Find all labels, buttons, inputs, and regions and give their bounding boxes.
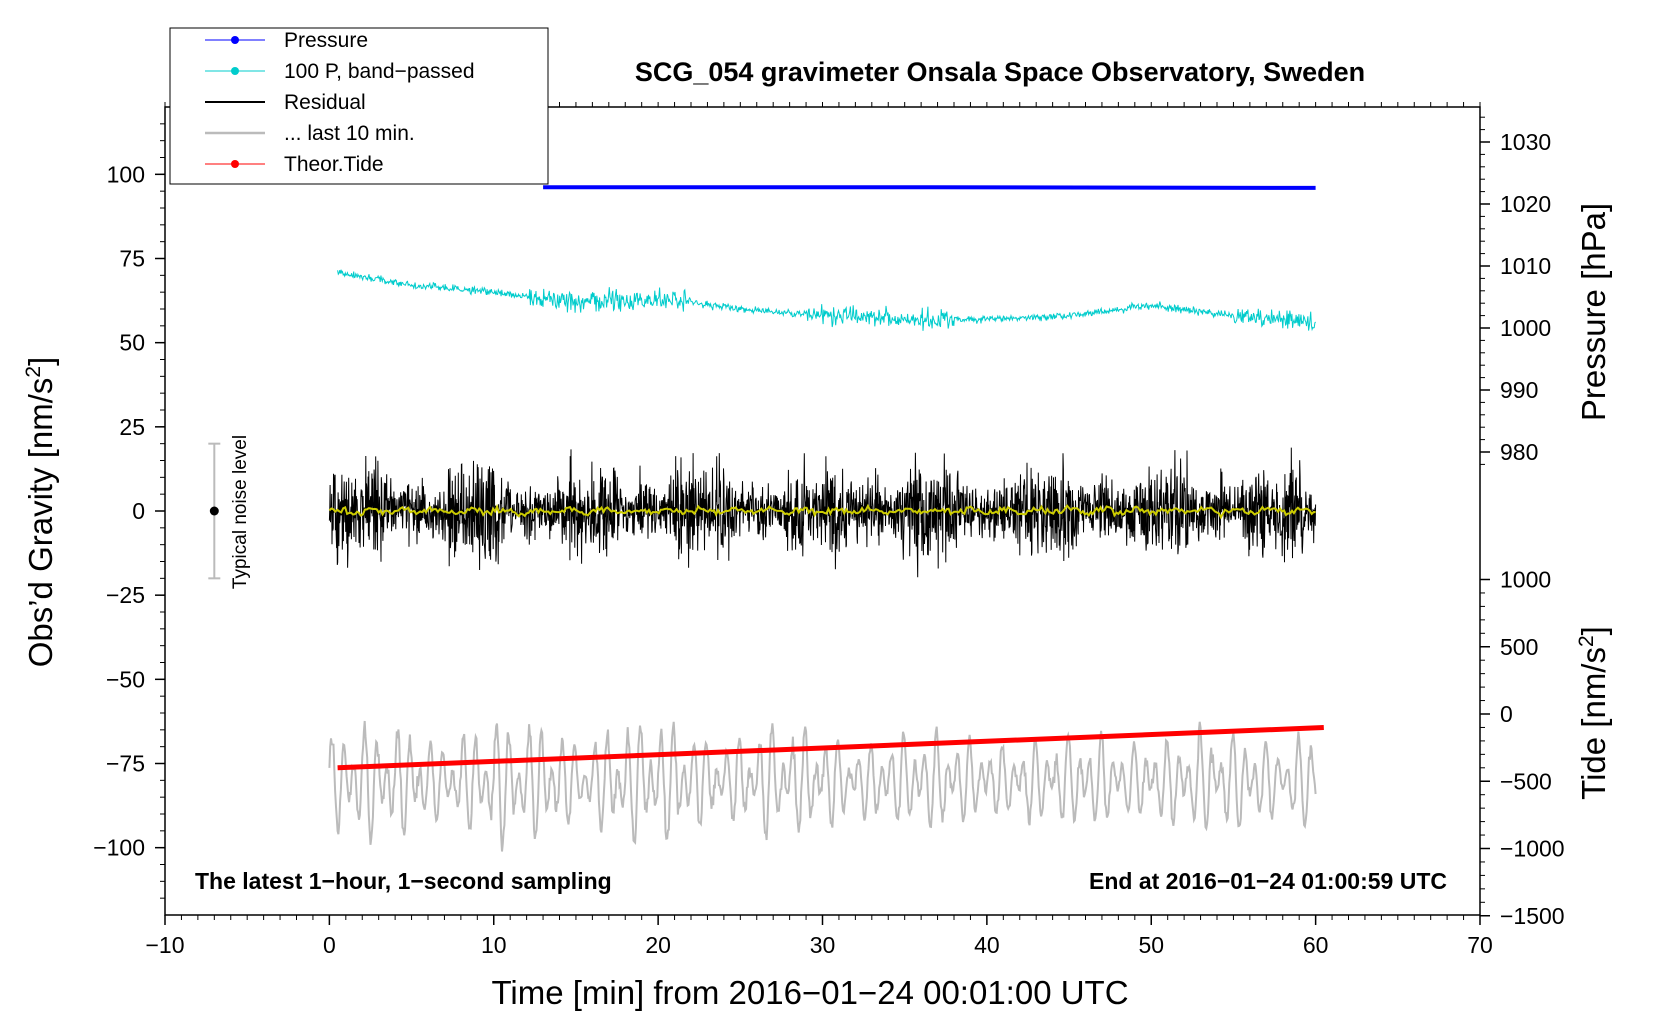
y-tide-tick-label-4: −1000 — [1500, 836, 1565, 862]
noise-center-dot — [209, 506, 219, 516]
y-left-tick-label-0: 100 — [107, 161, 145, 187]
y-axis-title-tide-text: Tide [nm/s — [1575, 647, 1612, 800]
series-pressure-line — [543, 185, 1316, 190]
y-axis-title-tide-close: ] — [1575, 626, 1612, 635]
y-axis-title-left: Obs’d Gravity [nm/s2] — [22, 357, 59, 668]
series-layer — [328, 185, 1324, 852]
x-tick-label-5: 40 — [974, 932, 1000, 958]
y-left-tick-label-4: 0 — [132, 498, 145, 524]
legend: Pressure 100 P, band−passed Residual ... la… — [169, 27, 549, 185]
y-tide-tick-label-5: −1500 — [1500, 903, 1565, 929]
y-left-tick-label-7: −75 — [106, 751, 145, 777]
legend-label-4: Theor.Tide — [284, 153, 384, 176]
legend-label-1: 100 P, band−passed — [284, 60, 475, 83]
noise-level-label: Typical noise level — [230, 435, 251, 589]
y-tide-tick-label-2: 0 — [1500, 701, 1513, 727]
x-tick-label-7: 60 — [1303, 932, 1329, 958]
y-pressure-tick-label-0: 1030 — [1500, 129, 1551, 155]
series-residual-smoothed-line — [328, 503, 1316, 520]
series-last-10-min-line — [328, 720, 1317, 852]
y-left-tick-label-2: 50 — [119, 330, 145, 356]
chart-title: SCG_054 gravimeter Onsala Space Observat… — [635, 57, 1365, 87]
y-left-tick-label-6: −50 — [106, 666, 145, 692]
x-tick-label-1: 0 — [323, 932, 336, 958]
x-tick-label-0: −10 — [145, 932, 184, 958]
legend-label-0: Pressure — [284, 29, 368, 52]
series-residual-line — [328, 447, 1317, 578]
y-left-tick-label-1: 75 — [119, 246, 145, 272]
x-axis-title: Time [min] from 2016−01−24 00:01:00 UTC — [491, 974, 1128, 1011]
series-theor-tide-line — [337, 725, 1324, 771]
x-tick-label-4: 30 — [810, 932, 836, 958]
y-left-tick-label-5: −25 — [106, 582, 145, 608]
annotation-end-time: End at 2016−01−24 01:00:59 UTC — [1089, 868, 1447, 894]
y-pressure-tick-label-4: 990 — [1500, 377, 1538, 403]
y-left-tick-label-8: −100 — [93, 835, 145, 861]
x-tick-label-2: 10 — [481, 932, 507, 958]
y-tide-tick-label-3: −500 — [1500, 768, 1552, 794]
legend-marker-4 — [231, 160, 239, 168]
x-tick-label-6: 50 — [1138, 932, 1164, 958]
y-axis-title-tide: Tide [nm/s2] — [1575, 626, 1612, 800]
x-tick-label-8: 70 — [1467, 932, 1493, 958]
axes-layer: −10 0 10 20 30 40 50 60 701007550250−25−50−75−10… — [93, 102, 1565, 958]
legend-marker-1 — [231, 67, 239, 75]
y-axis-title-tide-sup: 2 — [1575, 635, 1598, 647]
x-tick-label-3: 20 — [645, 932, 671, 958]
annotation-sampling: The latest 1−hour, 1−second sampling — [195, 868, 612, 894]
y-pressure-tick-label-2: 1010 — [1500, 253, 1551, 279]
y-axis-title-pressure: Pressure [hPa] — [1575, 203, 1612, 421]
y-axis-title-left-close: ] — [22, 357, 59, 366]
y-axis-title-left-text: Obs’d Gravity [nm/s — [22, 378, 59, 668]
y-pressure-tick-label-5: 980 — [1500, 439, 1538, 465]
legend-marker-0 — [231, 36, 239, 44]
y-pressure-tick-label-1: 1020 — [1500, 191, 1551, 217]
y-axis-title-left-sup: 2 — [22, 366, 45, 378]
legend-box — [169, 27, 549, 185]
y-tide-tick-label-0: 1000 — [1500, 567, 1551, 593]
y-tide-tick-label-1: 500 — [1500, 634, 1538, 660]
legend-label-2: Residual — [284, 91, 366, 114]
legend-label-3: ... last 10 min. — [284, 122, 415, 145]
noise-level-indicator — [208, 442, 221, 580]
y-left-tick-label-3: 25 — [119, 414, 145, 440]
y-pressure-tick-label-3: 1000 — [1500, 315, 1551, 341]
series-band-passed-line — [337, 269, 1316, 332]
